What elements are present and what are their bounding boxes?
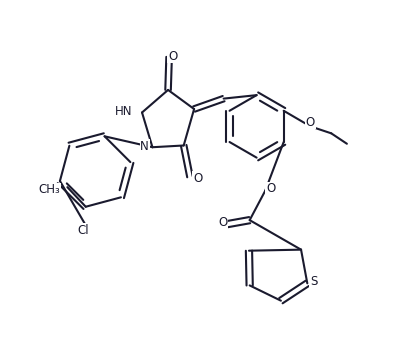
Text: S: S xyxy=(310,275,317,288)
Text: N: N xyxy=(140,140,149,153)
Text: HN: HN xyxy=(115,105,132,118)
Text: O: O xyxy=(266,182,275,195)
Text: O: O xyxy=(306,116,315,129)
Text: O: O xyxy=(168,50,177,63)
Text: O: O xyxy=(193,172,202,185)
Text: Cl: Cl xyxy=(77,224,89,237)
Text: CH₃: CH₃ xyxy=(39,183,60,196)
Text: O: O xyxy=(218,216,228,229)
